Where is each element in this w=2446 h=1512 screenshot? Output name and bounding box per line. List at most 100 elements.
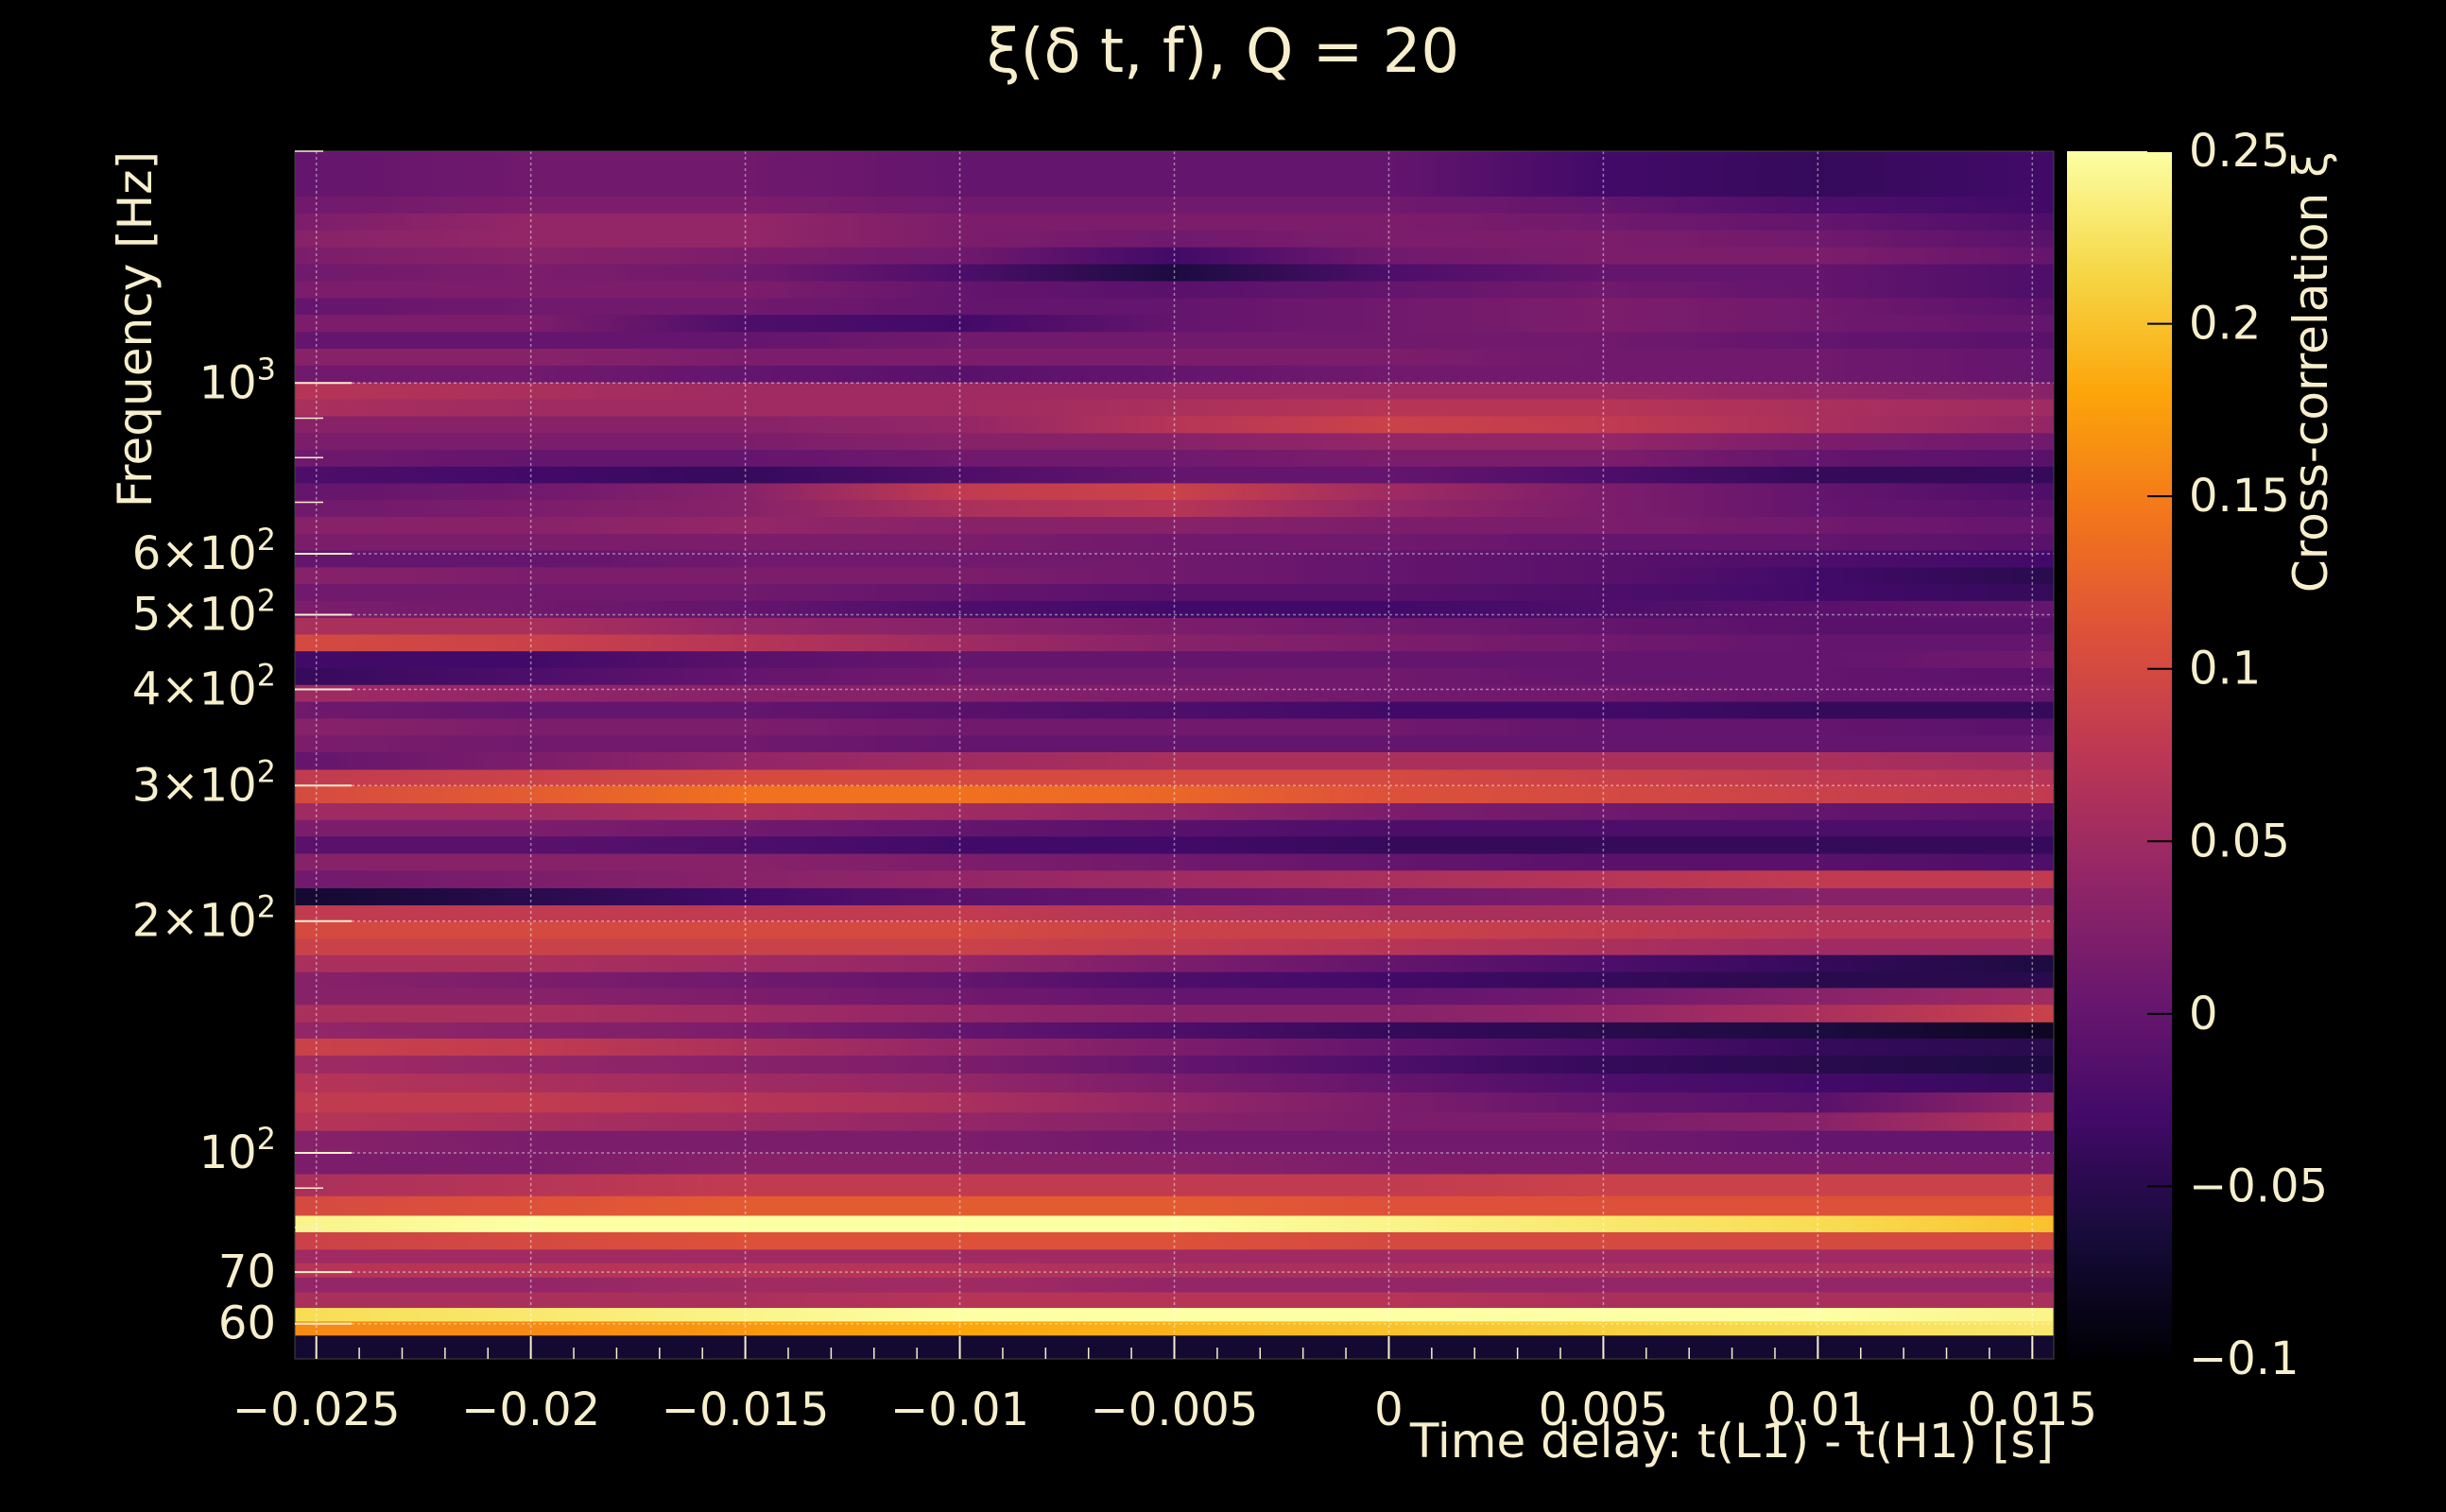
heatmap-band (295, 1214, 2054, 1232)
heatmap-band (295, 987, 2054, 1005)
y-tick-label: 6×102 (132, 522, 276, 580)
x-tick-label: −0.01 (890, 1383, 1029, 1436)
colorbar-tick-label: −0.05 (2189, 1160, 2328, 1212)
heatmap-band (295, 887, 2054, 906)
heatmap-band (295, 1130, 2054, 1154)
x-tick-label: 0.015 (1968, 1383, 2097, 1436)
grid-lines (295, 151, 2054, 1359)
colorbar: 0.25 0.2 0.15 0.1 0.05 0 −0.05 −0.1 (2067, 125, 2328, 1385)
y-axis-label: Frequency [Hz] (108, 151, 163, 507)
heatmap-band (295, 1320, 2054, 1336)
colorbar-tick-label: 0.05 (2189, 815, 2290, 868)
heatmap-band (295, 1277, 2054, 1293)
colorbar-tick-label: 0.1 (2189, 643, 2261, 696)
heatmap-band (295, 331, 2054, 349)
y-tick-label: 103 (199, 351, 276, 409)
heatmap-band (295, 230, 2054, 248)
heatmap-band (295, 314, 2054, 333)
heatmap-band (295, 904, 2054, 922)
heatmap-band (295, 432, 2054, 451)
heatmap-band (295, 415, 2054, 434)
heatmap-band (295, 684, 2054, 702)
heatmap-band (295, 1152, 2054, 1175)
heatmap-band (295, 667, 2054, 685)
colorbar-tick-label: 0 (2189, 988, 2218, 1040)
heatmap-band (295, 151, 2054, 198)
heatmap-band (295, 1173, 2054, 1196)
heatmap-band (295, 466, 2054, 484)
x-tick-label: −0.015 (662, 1383, 830, 1436)
x-axis: −0.025 −0.02 −0.015 −0.01 −0.005 0 0.005 0.01 0.… (233, 1336, 2097, 1436)
heatmap-band (295, 701, 2054, 719)
heatmap-band (295, 280, 2054, 299)
heatmap-band (295, 482, 2054, 501)
colorbar-tick-label: −0.1 (2189, 1332, 2300, 1385)
heatmap-band (295, 1038, 2054, 1057)
heatmap-band (295, 819, 2054, 837)
heatmap-band (295, 869, 2054, 888)
x-tick-label: 0 (1374, 1383, 1404, 1436)
heatmap-band (295, 566, 2054, 585)
heatmap-band (295, 1307, 2054, 1322)
colorbar-gradient (2067, 151, 2172, 1359)
colorbar-tick-label: 0.15 (2189, 470, 2290, 523)
colorbar-tick-label: 0.2 (2189, 298, 2261, 351)
heatmap-band (295, 650, 2054, 668)
y-tick-label: 4×102 (132, 657, 276, 715)
heatmap-band (295, 196, 2054, 214)
heatmap-band (295, 802, 2054, 820)
heatmap-band (295, 263, 2054, 282)
heatmap-band (295, 1195, 2054, 1216)
heatmap-band (295, 247, 2054, 265)
colorbar-tick-label: 0.25 (2189, 125, 2290, 178)
heatmap-band (295, 1073, 2054, 1093)
y-tick-label: 102 (199, 1121, 276, 1179)
heatmap-band (295, 533, 2054, 551)
heatmap-band (295, 717, 2054, 736)
heatmap-band (295, 398, 2054, 417)
x-tick-label: −0.02 (461, 1383, 600, 1436)
heatmap-cells (295, 151, 2054, 1359)
heatmap-band (295, 937, 2054, 955)
heatmap-band (295, 516, 2054, 534)
heatmap-band (295, 348, 2054, 366)
heatmap-band (295, 600, 2054, 618)
x-tick-label: 0.005 (1539, 1383, 1668, 1436)
y-tick-label: 3×102 (132, 753, 276, 812)
colorbar-label: Cross-correlation ξ (2283, 151, 2338, 593)
y-tick-label: 5×102 (132, 583, 276, 642)
heatmap-band (295, 971, 2054, 988)
heatmap-band (295, 768, 2054, 786)
heatmap-band (295, 583, 2054, 601)
heatmap-band (295, 617, 2054, 635)
y-tick-label: 70 (218, 1246, 276, 1298)
heatmap-band (295, 213, 2054, 231)
x-tick-label: 0.01 (1767, 1383, 1869, 1436)
y-tick-label: 60 (218, 1297, 276, 1350)
heatmap-band (295, 1004, 2054, 1022)
chart-title: ξ(δ t, f), Q = 20 (987, 17, 1459, 87)
heatmap-band (295, 835, 2054, 854)
x-tick-label: −0.005 (1091, 1383, 1259, 1436)
heatmap-band (295, 751, 2054, 770)
heatmap-band (295, 734, 2054, 752)
heatmap-band (295, 1292, 2054, 1309)
heatmap-band (295, 785, 2054, 804)
heatmap-band (295, 1248, 2054, 1263)
heatmap-band (295, 1022, 2054, 1039)
heatmap-band (295, 297, 2054, 316)
heatmap-band (295, 365, 2054, 383)
heatmap-band (295, 1055, 2054, 1074)
heatmap-band (295, 1091, 2054, 1113)
heatmap-band (295, 954, 2054, 972)
heatmap-band (295, 549, 2054, 568)
heatmap-band (295, 852, 2054, 871)
heatmap-band (295, 1111, 2054, 1131)
heatmap-band (295, 633, 2054, 652)
y-tick-label: 2×102 (132, 889, 276, 948)
heatmap-band (295, 499, 2054, 518)
heatmap-band (295, 1263, 2054, 1278)
heatmap-band (295, 920, 2054, 939)
